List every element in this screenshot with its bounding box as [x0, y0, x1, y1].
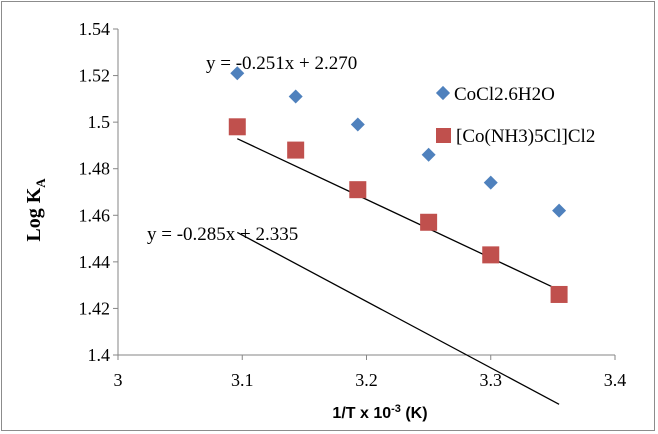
x-tick-label: 3.3 — [480, 370, 503, 390]
data-point-series-2 — [482, 246, 500, 264]
data-point-series-1 — [552, 203, 567, 218]
x-tick-label: 3 — [114, 370, 123, 390]
axes — [117, 29, 615, 356]
y-tick-label: 1.48 — [79, 159, 111, 179]
trendline-series-1 — [237, 138, 560, 291]
legend-marker-series-1 — [435, 85, 451, 101]
y-axis-label: Log KA — [23, 178, 48, 242]
y-tick-label: 1.46 — [79, 205, 111, 225]
data-point-series-1 — [483, 175, 498, 190]
y-tick-label: 1.4 — [88, 345, 111, 365]
legend-label-series-2: [Co(NH3)5Cl]Cl2 — [456, 126, 595, 147]
data-point-series-1 — [350, 117, 365, 132]
legend-label-series-1: CoCl2.6H2O — [454, 84, 555, 105]
trendline-equation-series-2: y = -0.285x + 2.335 — [147, 224, 298, 245]
data-point-series-2 — [420, 213, 438, 231]
x-tick-label: 3.2 — [355, 370, 378, 390]
y-tick-label: 1.54 — [79, 19, 111, 39]
legend-marker-series-2 — [436, 128, 451, 143]
x-ticks: 3 3.1 3.2 3.3 3.4 — [114, 355, 627, 390]
points — [228, 66, 568, 303]
data-point-series-1 — [421, 147, 436, 162]
legend: CoCl2.6H2O [Co(NH3)5Cl]Cl2 — [435, 84, 595, 147]
x-tick-label: 3.4 — [604, 370, 627, 390]
data-point-series-2 — [550, 285, 568, 303]
data-point-series-1 — [230, 66, 245, 81]
y-tick-label: 1.42 — [79, 298, 111, 318]
x-axis-label: 1/T x 10-3 (K) — [332, 403, 427, 422]
trendlines — [236, 138, 560, 405]
trendline-equation-series-1: y = -0.251x + 2.270 — [206, 53, 357, 74]
y-ticks: 1.4 1.42 1.44 1.46 1.48 1.5 1.52 1.54 — [79, 19, 118, 365]
x-tick-label: 3.1 — [231, 370, 254, 390]
y-tick-label: 1.44 — [79, 252, 111, 272]
trendline-series-2 — [236, 231, 560, 405]
data-point-series-2 — [287, 141, 305, 159]
data-point-series-2 — [228, 118, 246, 136]
data-point-series-2 — [349, 181, 367, 199]
y-tick-label: 1.5 — [88, 112, 111, 132]
y-tick-label: 1.52 — [79, 66, 111, 86]
data-point-series-1 — [288, 89, 303, 104]
